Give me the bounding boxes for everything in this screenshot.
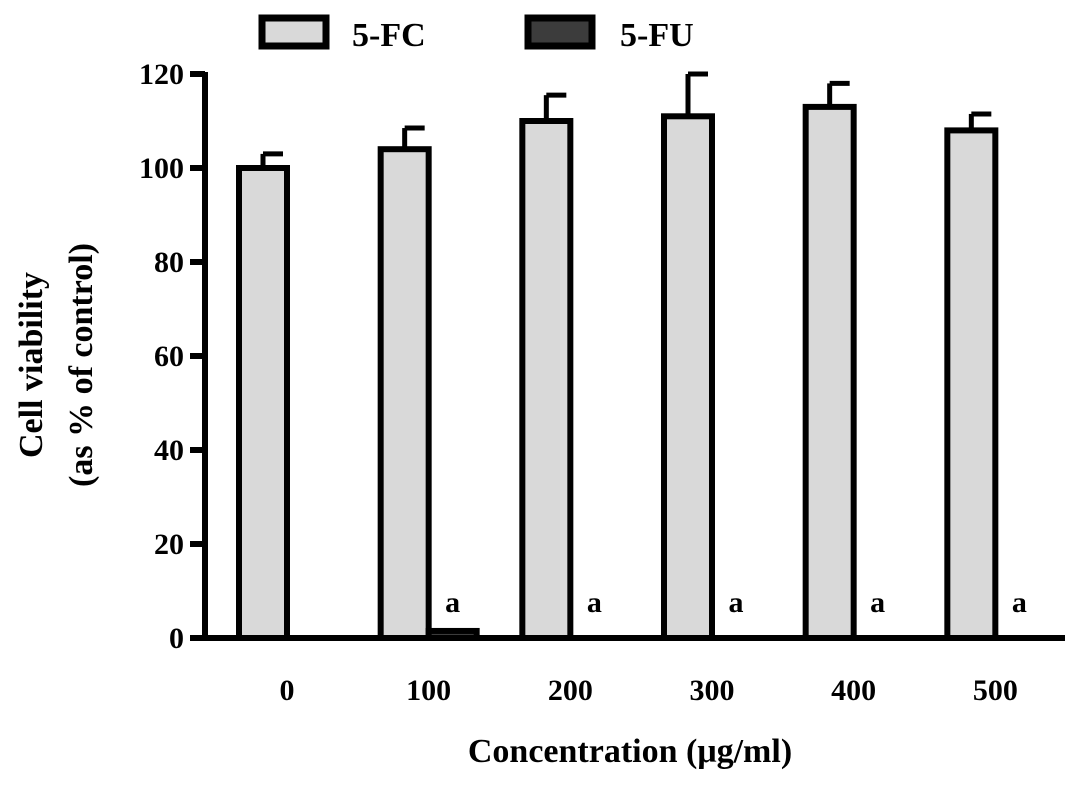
x-ticks: 0 100 200 300 400 500 — [280, 674, 1018, 707]
y-tick-label: 0 — [169, 622, 184, 655]
x-tick-label: 300 — [690, 674, 735, 707]
x-axis-title: Concentration (μg/ml) — [468, 733, 792, 770]
significance-label: a — [870, 586, 885, 619]
bars — [236, 71, 999, 642]
x-tick-label: 400 — [831, 674, 876, 707]
legend-label-5fu: 5-FU — [620, 17, 694, 54]
significance-label: a — [587, 586, 602, 619]
y-tick-label: 20 — [154, 528, 184, 561]
significance-label: a — [445, 586, 460, 619]
y-axis-title: Cell viability (as % of control) — [13, 243, 100, 487]
legend: 5-FC 5-FU — [258, 14, 694, 54]
bar-5fc — [377, 146, 432, 641]
legend-swatch-5fc — [258, 14, 330, 50]
x-tick-label: 200 — [548, 674, 593, 707]
y-tick-label: 60 — [154, 340, 184, 373]
bar-5fu — [425, 627, 480, 642]
y-tick-label: 40 — [154, 434, 184, 467]
y-tick-label: 80 — [154, 246, 184, 279]
legend-label-5fc: 5-FC — [352, 17, 426, 54]
y-tick-label: 120 — [139, 58, 184, 91]
y-ticks: 0 20 40 60 80 100 120 — [139, 58, 205, 655]
x-tick-label: 0 — [280, 674, 295, 707]
x-tick-label: 100 — [406, 674, 451, 707]
y-axis-title-line-2: (as % of control) — [63, 243, 100, 487]
significance-label: a — [1012, 586, 1027, 619]
bar-5fc — [802, 103, 857, 641]
x-tick-label: 500 — [973, 674, 1018, 707]
bar-5fc — [944, 127, 999, 641]
y-tick-label: 100 — [139, 152, 184, 185]
legend-swatch-5fu — [524, 14, 596, 50]
significance-label: a — [729, 586, 744, 619]
bar-5fc — [661, 113, 715, 642]
y-axis-title-line-1: Cell viability — [13, 272, 50, 458]
bar-5fc — [519, 118, 574, 641]
bar-5fc — [236, 165, 290, 641]
